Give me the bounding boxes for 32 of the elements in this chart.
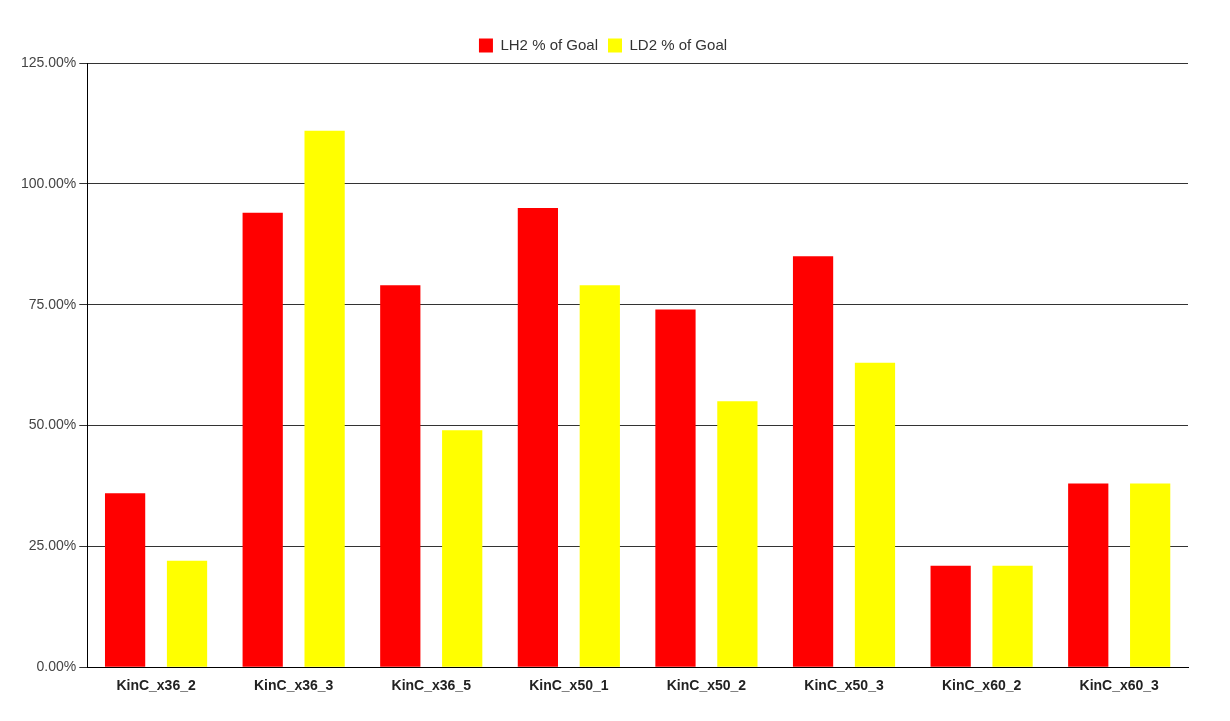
y-tick-label: 75.00% (28, 295, 77, 312)
legend-label: LH2 % of Goal (500, 35, 599, 53)
bar (517, 208, 558, 667)
bar (304, 130, 345, 667)
legend-label: LD2 % of Goal (629, 35, 728, 53)
x-tick-label: KinC_x36_5 (391, 677, 472, 694)
bar (166, 560, 208, 667)
x-tick-label: KinC_x36_3 (253, 677, 334, 694)
bar (792, 256, 834, 667)
y-tick-label: 50.00% (28, 416, 77, 433)
bar (854, 362, 896, 667)
bar (104, 493, 146, 667)
bar (442, 430, 483, 667)
bar (930, 565, 971, 667)
bar (1130, 483, 1171, 667)
x-tick-label: KinC_x36_2 (116, 677, 196, 694)
y-tick-label: 125.00% (20, 53, 77, 70)
x-tick-label: KinC_x50_3 (804, 677, 884, 694)
bar (242, 212, 283, 667)
y-tick-label: 25.00% (28, 537, 77, 554)
bar (717, 401, 758, 667)
bar (1068, 483, 1109, 667)
x-tick-label: KinC_x60_3 (1079, 677, 1160, 694)
y-tick-label: 0.00% (36, 658, 77, 675)
x-tick-label: KinC_x50_2 (666, 677, 747, 694)
bar (992, 565, 1033, 667)
bar (579, 285, 620, 667)
y-tick-label: 100.00% (20, 174, 77, 191)
bar (380, 285, 421, 667)
x-tick-label: KinC_x50_1 (529, 677, 609, 694)
bar (655, 309, 696, 667)
x-tick-label: KinC_x60_2 (941, 677, 1022, 694)
